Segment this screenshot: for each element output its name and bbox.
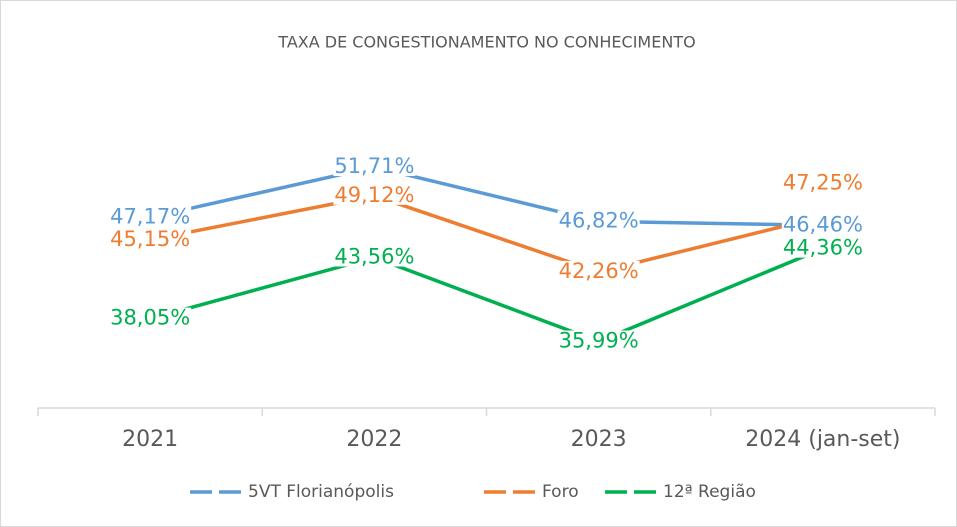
label-background (333, 184, 416, 205)
x-tick-label: 2024 (jan-set) (745, 427, 900, 452)
chart-title: TAXA DE CONGESTIONAMENTO NO CONHECIMENTO (277, 33, 695, 52)
series-line (149, 165, 823, 228)
x-tick-label: 2021 (122, 427, 178, 452)
x-tick-label: 2023 (571, 427, 627, 452)
label-background (109, 206, 192, 227)
series-line (149, 246, 824, 344)
label-background (109, 307, 192, 328)
data-label: 42,26% (559, 259, 639, 283)
legend-label: 12ª Região (663, 482, 756, 502)
legend-label: 5VT Florianópolis (248, 482, 394, 502)
label-background (333, 156, 416, 177)
data-label: 38,05% (110, 306, 190, 330)
label-background (333, 246, 416, 267)
data-label: 46,46% (783, 212, 863, 236)
data-label: 44,36% (783, 236, 863, 260)
label-background (557, 260, 640, 281)
data-label: 47,17% (110, 204, 190, 228)
label-background (781, 172, 864, 193)
x-tick-label: 2022 (346, 427, 402, 452)
label-background (557, 210, 640, 231)
label-background (557, 330, 640, 351)
data-label: 35,99% (559, 329, 639, 353)
data-label: 47,25% (783, 171, 863, 195)
label-background (781, 214, 864, 235)
data-label: 51,71% (334, 154, 414, 178)
legend-label: Foro (542, 482, 579, 502)
series-line (149, 193, 824, 274)
label-background (781, 237, 864, 258)
data-label: 43,56% (334, 244, 414, 268)
label-background (109, 228, 192, 249)
data-label: 49,12% (334, 183, 414, 207)
data-label: 46,82% (559, 208, 639, 232)
data-label: 45,15% (110, 227, 190, 251)
